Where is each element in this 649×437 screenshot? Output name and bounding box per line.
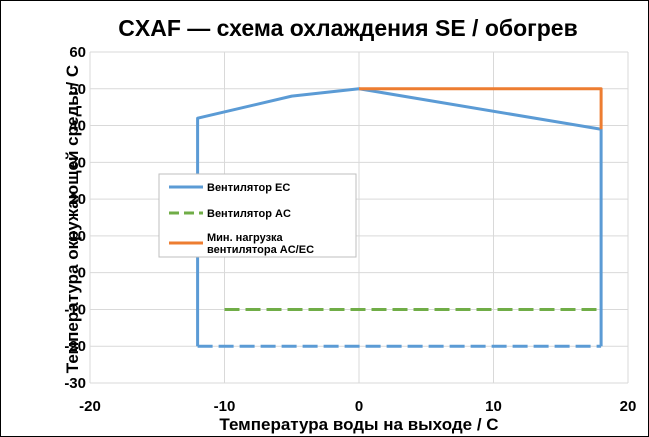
x-tick-label: 20: [620, 398, 637, 415]
legend-label: Мин. нагрузка: [207, 232, 284, 244]
y-tick-label: 10: [69, 228, 86, 245]
y-tick-label: -10: [64, 301, 86, 318]
x-axis-title: Температура воды на выходе / C: [219, 415, 498, 434]
x-tick-label: 10: [485, 398, 502, 415]
y-tick-label: 0: [78, 265, 86, 282]
y-axis-title: Температура окружающей среды / C: [63, 65, 82, 373]
legend-label: Вентилятор EC: [207, 182, 290, 194]
y-tick-label: 20: [69, 191, 86, 208]
x-tick-label: -20: [79, 398, 101, 415]
legend: Вентилятор EC Вентилятор AC Мин. нагрузкав…: [158, 173, 357, 258]
legend-label: вентилятора AC/EC: [207, 244, 314, 256]
y-tick-label: 60: [69, 44, 86, 61]
x-tick-label: -10: [214, 398, 236, 415]
series-group: [196, 87, 603, 348]
y-tick-label: 30: [69, 154, 86, 171]
series-line-1: [196, 87, 603, 347]
legend-label: Вентилятор AC: [207, 208, 291, 220]
x-tick-label: 0: [355, 398, 363, 415]
tick-labels: -30 -20 -10 0 10 20 30 40 50 60 -20 -10 0 10 20: [64, 44, 636, 415]
y-tick-label: 40: [69, 118, 86, 135]
chart-title: CXAF — схема охлаждения SE / обогрев: [118, 15, 577, 41]
y-tick-label: 50: [69, 81, 86, 98]
y-tick-label: -30: [64, 375, 86, 392]
series-line-4: [359, 87, 603, 130]
y-tick-label: -20: [64, 338, 86, 355]
